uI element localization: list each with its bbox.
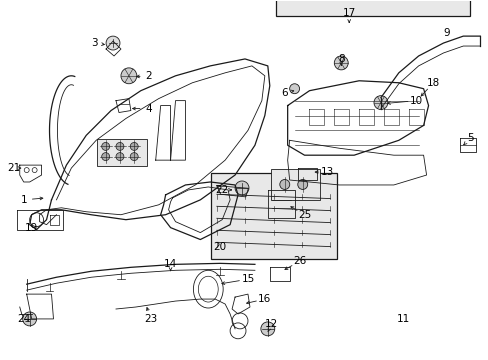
Text: 19: 19 [25,222,38,233]
Text: 22: 22 [215,185,228,195]
Text: 13: 13 [320,167,333,177]
Text: 14: 14 [163,259,177,269]
Bar [271,169,319,200]
Text: 1: 1 [20,195,27,205]
Text: 20: 20 [213,243,226,252]
Text: 10: 10 [409,96,422,105]
Bar [210,173,336,258]
Text: 8: 8 [337,54,344,64]
Text: 21: 21 [7,163,20,173]
Circle shape [334,56,347,70]
Circle shape [297,180,307,189]
Text: 15: 15 [241,274,254,284]
Text: 17: 17 [342,8,355,18]
Bar [275,0,469,16]
Bar [96,139,147,166]
Text: 26: 26 [292,256,305,266]
Circle shape [121,68,137,84]
Text: 24: 24 [17,314,30,324]
Text: 3: 3 [91,38,97,48]
Circle shape [279,180,289,189]
Text: 4: 4 [145,104,152,113]
Text: 16: 16 [258,294,271,304]
Circle shape [102,153,109,161]
Text: 2: 2 [145,71,152,81]
Circle shape [289,84,299,94]
Circle shape [22,312,37,326]
Text: 5: 5 [466,133,472,143]
Text: 23: 23 [144,314,157,324]
Text: 12: 12 [264,319,278,329]
Text: 9: 9 [442,28,449,38]
Circle shape [130,153,138,161]
Text: 6: 6 [281,88,287,98]
Circle shape [116,153,123,161]
Circle shape [106,36,120,50]
Circle shape [130,143,138,150]
Text: 11: 11 [396,314,409,324]
Text: 18: 18 [426,78,439,88]
Circle shape [235,181,248,195]
Text: 25: 25 [297,210,310,220]
Circle shape [102,143,109,150]
Circle shape [260,322,274,336]
Circle shape [116,143,123,150]
Circle shape [373,96,387,109]
